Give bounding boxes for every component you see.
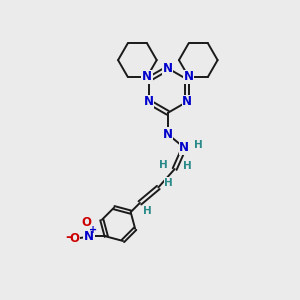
Text: -: - [65,230,71,244]
Text: H: H [183,161,191,171]
Text: N: N [163,62,173,75]
Text: H: H [159,160,168,170]
Text: N: N [182,95,192,108]
Text: H: H [194,140,203,150]
Text: O: O [82,216,92,229]
Text: N: N [143,95,154,108]
Text: N: N [184,70,194,83]
Text: N: N [163,128,173,141]
Text: H: H [143,206,152,216]
Text: N: N [142,70,152,83]
Text: N: N [179,141,189,154]
Text: H: H [164,178,173,188]
Text: N: N [84,230,94,243]
Text: O: O [70,232,80,245]
Text: +: + [89,225,98,235]
